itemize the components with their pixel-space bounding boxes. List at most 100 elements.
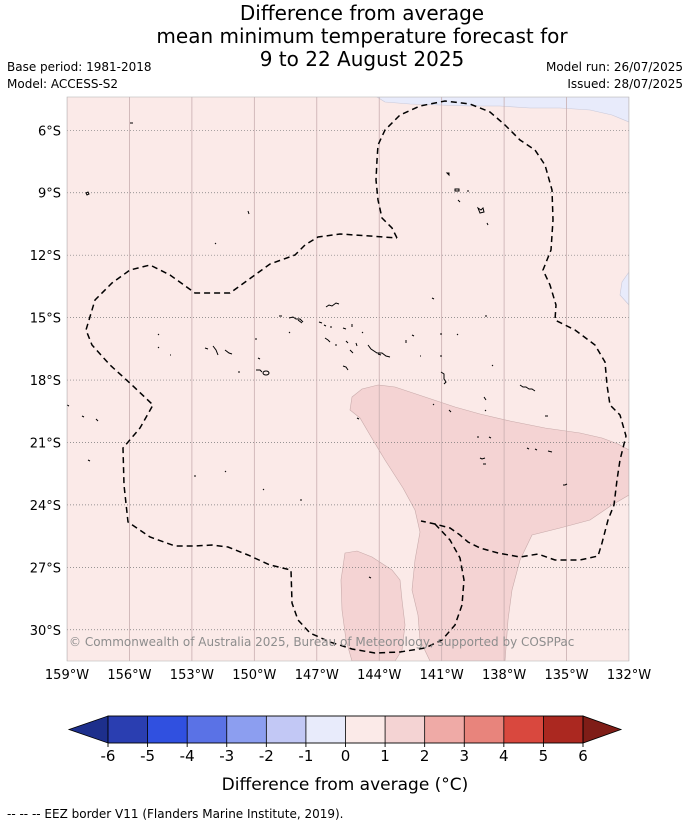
- lat-tick-label: 30°S: [30, 624, 61, 639]
- island-outline: [563, 483, 568, 486]
- colorbar-tick-label: -3: [219, 747, 234, 765]
- lat-tick-label: 27°S: [30, 561, 61, 576]
- lon-tick-label: 141°W: [420, 668, 464, 683]
- meta-left: Base period: 1981-2018 Model: ACCESS-S2: [7, 59, 152, 93]
- colorbar-segment: [266, 716, 306, 743]
- island-outline: [297, 319, 303, 324]
- lon-tick-label: 147°W: [295, 668, 339, 683]
- island-outline: [440, 371, 447, 385]
- title-line-3: 9 to 22 August 2025: [259, 47, 465, 71]
- meta-right: Model run: 26/07/2025 Issued: 28/07/2025: [546, 59, 683, 93]
- island-outline: [247, 210, 250, 215]
- island-outline: [377, 334, 421, 357]
- lat-tick-label: 6°S: [38, 124, 61, 139]
- island-outlines: [67, 122, 568, 579]
- colorbar-segment: [108, 716, 148, 743]
- lat-tick-label: 9°S: [38, 187, 61, 202]
- island-outline: [214, 242, 217, 245]
- colorbar-tick-label: -4: [180, 747, 195, 765]
- lon-tick-label: 150°W: [232, 668, 276, 683]
- colorbar-tick-label: -6: [101, 747, 116, 765]
- model-run: Model run: 26/07/2025: [545, 60, 683, 74]
- island-outline: [204, 345, 233, 356]
- base-period: Base period: 1981-2018: [7, 60, 152, 74]
- island-outline: [479, 457, 486, 465]
- colorbar-segment: [424, 716, 465, 743]
- eez-border-south-west: [85, 233, 465, 654]
- colorbar-extend-high: [582, 715, 623, 744]
- colorbar-tick-label: 6: [578, 747, 588, 765]
- colorbar: [67, 715, 623, 744]
- warm-anomaly-region-south: [340, 550, 406, 661]
- colorbar-segment: [226, 716, 267, 743]
- title-line-1: Difference from average: [239, 1, 485, 25]
- latitude-labels: 6°S 9°S 12°S 15°S 18°S 21°S 24°S 27°S 30°S: [30, 124, 61, 638]
- colorbar-tick-label: 3: [459, 747, 469, 765]
- island-outline: [342, 365, 349, 371]
- island-outline: [432, 403, 452, 413]
- colorbar-segment: [345, 716, 386, 743]
- colorbar-extend-low: [67, 715, 109, 744]
- colorbar-ticks: -6 -5 -4 -3 -2 -1 0 1 2 3 4 5 6: [101, 743, 588, 765]
- colorbar-segment: [147, 716, 188, 743]
- lon-tick-label: 138°W: [482, 668, 526, 683]
- island-outline: [157, 333, 171, 356]
- colorbar-segment: [503, 716, 544, 743]
- eez-footnote: -- -- -- EEZ border V11 (Flanders Marine…: [7, 807, 344, 821]
- island-outline: [476, 206, 485, 214]
- lat-tick-label: 15°S: [30, 312, 61, 327]
- colorbar-tick-label: 5: [539, 747, 549, 765]
- colorbar-segment: [385, 716, 425, 743]
- copyright-notice: © Commonwealth of Australia 2025, Bureau…: [69, 635, 574, 649]
- island-outline: [367, 344, 391, 358]
- island-outline: [431, 297, 435, 300]
- lon-tick-label: 156°W: [107, 668, 151, 683]
- title-line-2: mean minimum temperature forecast for: [156, 24, 568, 48]
- eez-border-north-east: [375, 100, 627, 561]
- lon-tick-label: 144°W: [357, 668, 401, 683]
- island-outline: [483, 396, 548, 417]
- island-outline: [67, 404, 99, 462]
- island-outline: [279, 315, 304, 323]
- island-outline: [477, 436, 553, 453]
- lon-tick-label: 159°W: [45, 668, 89, 683]
- longitude-labels: 159°W 156°W 153°W 150°W 147°W 144°W 141°W 138°W…: [45, 668, 651, 683]
- map-frame: [66, 96, 630, 662]
- chart-title: Difference from average mean minimum tem…: [0, 2, 690, 71]
- colorbar-tick-label: 1: [380, 747, 390, 765]
- lon-tick-label: 135°W: [544, 668, 588, 683]
- gridlines: [67, 97, 629, 661]
- island-outline: [356, 417, 360, 420]
- island-outline: [256, 369, 270, 376]
- colorbar-segment: [305, 716, 346, 743]
- issued-date: Issued: 28/07/2025: [567, 77, 683, 91]
- lon-tick-label: 132°W: [607, 668, 651, 683]
- island-outline: [257, 357, 261, 360]
- island-outline: [454, 188, 460, 192]
- colorbar-tick-label: -2: [259, 747, 274, 765]
- island-outline: [491, 364, 536, 392]
- lat-tick-label: 21°S: [30, 436, 61, 451]
- island-outline: [85, 191, 90, 196]
- island-outline: [325, 302, 340, 308]
- colorbar-segment: [464, 716, 504, 743]
- colorbar-tick-label: -1: [298, 747, 313, 765]
- island-outline: [324, 337, 349, 346]
- colorbar-segment: [187, 716, 227, 743]
- island-outline: [486, 222, 489, 226]
- warm-anomaly-region-east: [349, 384, 629, 661]
- lat-tick-label: 12°S: [30, 249, 61, 264]
- island-outline: [457, 199, 461, 203]
- map-plot-area: © Commonwealth of Australia 2025, Bureau…: [67, 97, 629, 661]
- colorbar-label: Difference from average (°C): [222, 775, 469, 795]
- colorbar-tick-label: 4: [499, 747, 509, 765]
- lat-tick-label: 24°S: [30, 499, 61, 514]
- colorbar-tick-label: 2: [420, 747, 430, 765]
- island-outline: [194, 470, 302, 501]
- lon-tick-label: 153°W: [170, 668, 214, 683]
- island-outline: [318, 321, 332, 328]
- island-outline: [349, 342, 358, 354]
- island-outline: [368, 576, 372, 579]
- island-outline: [342, 324, 364, 334]
